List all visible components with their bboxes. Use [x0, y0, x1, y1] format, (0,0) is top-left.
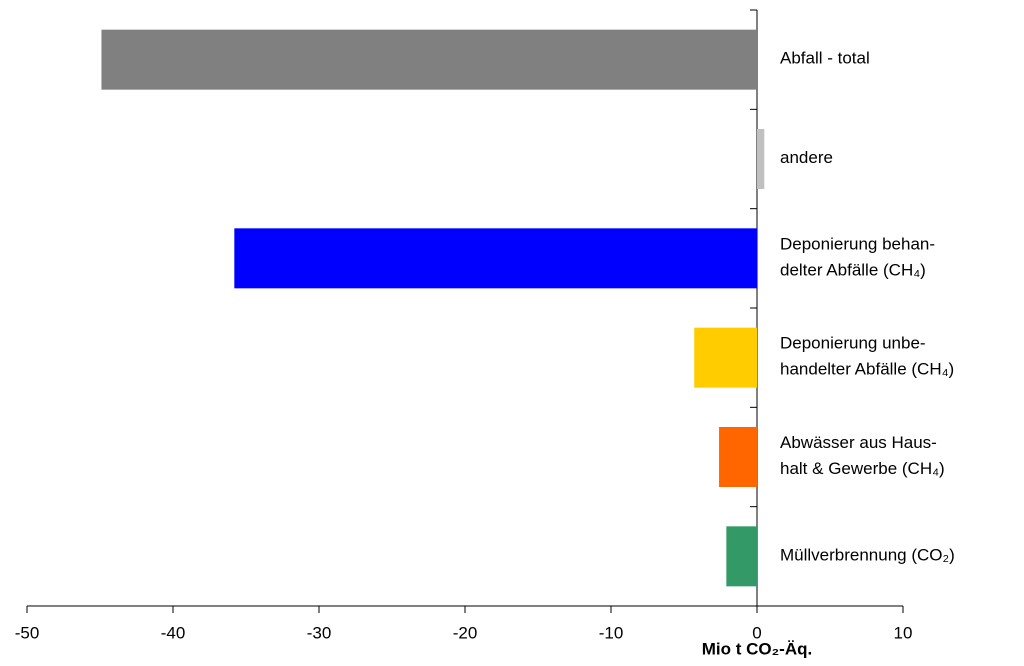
- category-label: Deponierung unbe-handelter Abfälle (CH₄): [780, 334, 954, 379]
- bar: [757, 129, 765, 189]
- x-tick-label: -40: [161, 623, 186, 642]
- x-axis-title: Mio t CO₂-Äq.: [702, 639, 812, 658]
- bar: [234, 228, 757, 289]
- category-label: andere: [780, 148, 833, 167]
- x-tick-label: -20: [453, 623, 478, 642]
- x-tick-label: -50: [15, 623, 40, 642]
- x-tick-label: 10: [894, 623, 913, 642]
- bar: [719, 427, 757, 487]
- category-label: Müllverbrennung (CO₂): [780, 546, 955, 565]
- bar: [694, 327, 757, 388]
- bar: [101, 29, 757, 90]
- category-label: Deponierung behan-delter Abfälle (CH₄): [780, 235, 935, 280]
- bar: [726, 526, 757, 587]
- x-tick-label: 0: [752, 623, 761, 642]
- category-label: Abwässer aus Haus-halt & Gewerbe (CH₄): [780, 433, 945, 478]
- category-label: Abfall - total: [780, 49, 870, 68]
- x-tick-label: -10: [599, 623, 624, 642]
- x-tick-label: -30: [307, 623, 332, 642]
